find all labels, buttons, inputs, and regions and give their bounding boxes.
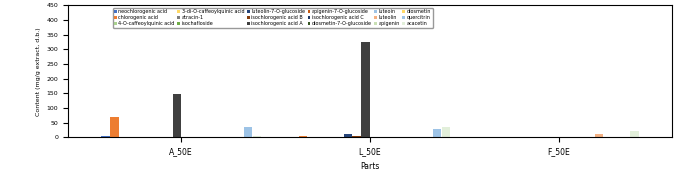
Bar [101,136,109,137]
Bar [433,129,441,137]
Bar [299,136,308,137]
Bar [361,42,370,137]
Y-axis label: Content (mg/g extract, d.b.): Content (mg/g extract, d.b.) [36,27,41,116]
Bar [253,136,261,137]
Bar [244,127,253,137]
Bar [172,94,181,137]
Bar [344,134,352,137]
Bar [352,136,361,137]
Bar [441,127,450,137]
Bar [631,131,639,137]
Legend: neochlorogenic acid, chlorogenic acid, 4-O-caffeoylquinic acid, 3-di-O-caffeoylq: neochlorogenic acid, chlorogenic acid, 4… [113,8,433,28]
X-axis label: Parts: Parts [361,162,380,171]
Bar [595,134,603,137]
Bar [110,117,119,137]
